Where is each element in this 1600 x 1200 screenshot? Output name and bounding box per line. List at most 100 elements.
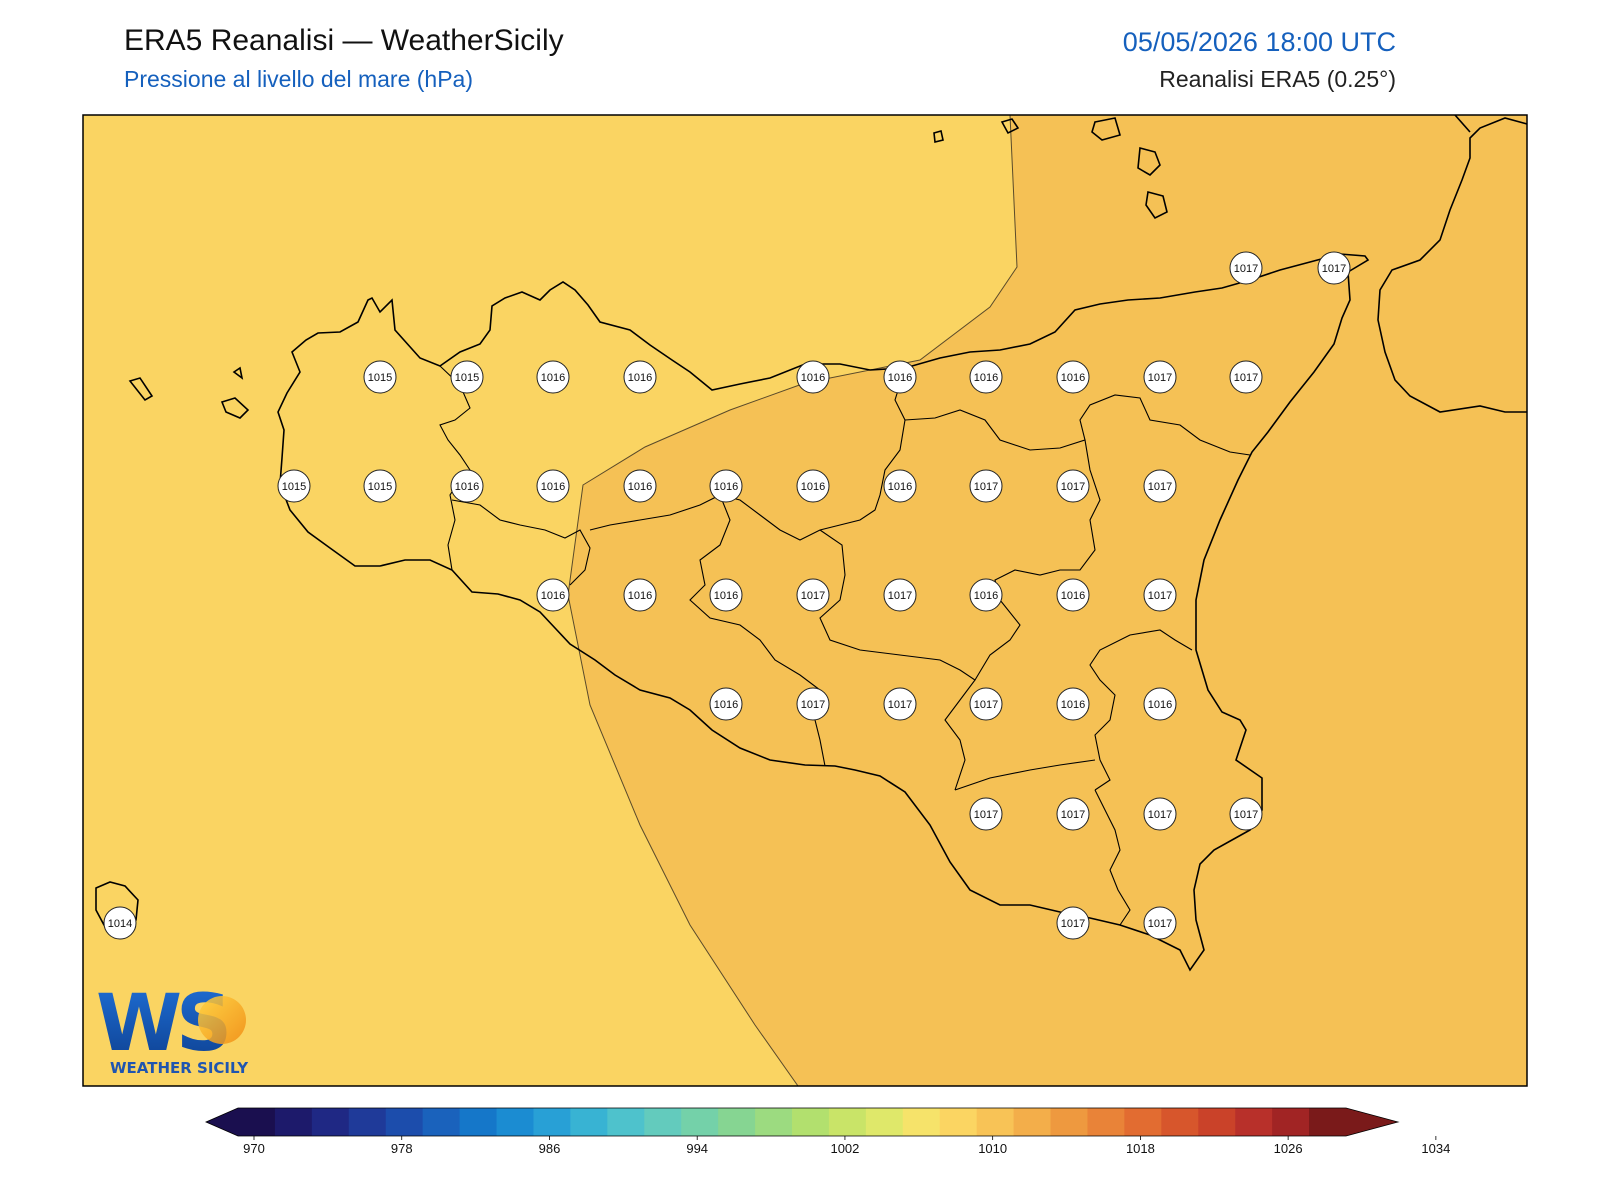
- station-circle: [969, 797, 1003, 831]
- station-circle: [796, 578, 830, 612]
- station-marker: 1016: [623, 578, 657, 612]
- station-circle: [969, 687, 1003, 721]
- station-marker: 1016: [623, 360, 657, 394]
- station-marker: 1016: [883, 469, 917, 503]
- station-value: 1017: [1148, 590, 1172, 602]
- station-value: 1016: [714, 481, 738, 493]
- station-marker: 1016: [796, 360, 830, 394]
- colorbar-segment: [311, 1108, 350, 1136]
- colorbar-segment: [681, 1108, 719, 1136]
- station-value: 1016: [1061, 590, 1085, 602]
- logo-name: WEATHER SICILY: [110, 1059, 249, 1077]
- station-marker: 1016: [796, 469, 830, 503]
- station-value: 1016: [1061, 699, 1085, 711]
- colorbar-outline: [205, 1107, 1400, 1137]
- colorbar-segment: [496, 1108, 535, 1136]
- vulcano-island: [1145, 190, 1168, 220]
- border-trapani-palermo: [439, 365, 471, 571]
- station-circle: [1056, 469, 1090, 503]
- colorbar-segment: [792, 1108, 830, 1136]
- station-value: 1017: [974, 809, 998, 821]
- station-circle: [796, 469, 830, 503]
- alicudi-island: [933, 129, 944, 143]
- station-value: 1016: [888, 372, 912, 384]
- station-marker: 1017: [883, 578, 917, 612]
- border-palermo-agrigento: [451, 499, 591, 586]
- border-palermo-caltanissetta: [589, 367, 906, 541]
- station-circle: [1229, 797, 1263, 831]
- station-marker: 1016: [1056, 687, 1090, 721]
- station-value: 1016: [974, 590, 998, 602]
- station-value: 1016: [714, 699, 738, 711]
- station-marker: 1017: [1143, 360, 1177, 394]
- station-marker: 1017: [1229, 251, 1263, 285]
- station-value: 1017: [974, 481, 998, 493]
- colorbar-segment: [1309, 1108, 1347, 1136]
- colorbar-segment: [570, 1108, 608, 1136]
- station-circle: [103, 906, 137, 940]
- station-marker: 1017: [1229, 797, 1263, 831]
- colorbar-segment: [1087, 1108, 1125, 1136]
- station-marker: 1017: [1143, 469, 1177, 503]
- station-marker: 1017: [796, 687, 830, 721]
- station-value: 1017: [1322, 263, 1346, 275]
- station-value: 1017: [1061, 918, 1085, 930]
- station-value: 1015: [455, 372, 479, 384]
- station-marker: 1015: [363, 360, 397, 394]
- station-circle: [536, 469, 570, 503]
- border-ragusa-catania: [954, 759, 1096, 791]
- station-marker: 1016: [536, 469, 570, 503]
- colorbar-segment: [1124, 1108, 1162, 1136]
- station-circle: [277, 469, 311, 503]
- colorbar-segment: [1235, 1108, 1273, 1136]
- station-marker: 1016: [1143, 687, 1177, 721]
- station-value: 1015: [282, 481, 306, 493]
- station-value: 1015: [368, 372, 392, 384]
- station-circle: [450, 469, 484, 503]
- colorbar-extend-low: [206, 1108, 238, 1136]
- station-marker: 1016: [969, 578, 1003, 612]
- colorbar-segment: [1198, 1108, 1236, 1136]
- station-value: 1016: [801, 481, 825, 493]
- colorbar-segment: [865, 1108, 904, 1136]
- station-marker: 1016: [536, 360, 570, 394]
- station-value: 1016: [628, 372, 652, 384]
- levanzo-island: [232, 366, 244, 380]
- colorbar-extend-high: [1346, 1108, 1398, 1136]
- station-marker: 1017: [1056, 906, 1090, 940]
- station-marker: 1016: [536, 578, 570, 612]
- station-circle: [1143, 578, 1177, 612]
- station-value: 1017: [801, 699, 825, 711]
- colorbar-tick-label: 1002: [830, 1141, 859, 1156]
- station-value: 1017: [1148, 481, 1172, 493]
- sicily-coastline: [277, 253, 1370, 972]
- station-marker: 1016: [1056, 578, 1090, 612]
- station-value: 1016: [455, 481, 479, 493]
- map-subtitle: Pressione al livello del mare (hPa): [124, 66, 473, 92]
- station-value: 1016: [714, 590, 738, 602]
- station-marker: 1017: [1143, 578, 1177, 612]
- station-circle: [969, 469, 1003, 503]
- station-value: 1017: [1148, 372, 1172, 384]
- colorbar-tick-label: 978: [391, 1141, 413, 1156]
- station-marker: 1017: [1056, 469, 1090, 503]
- station-circle: [883, 578, 917, 612]
- colorbar-segment: [238, 1108, 276, 1136]
- map-title: ERA5 Reanalisi — WeatherSicily: [124, 24, 564, 57]
- station-value: 1016: [1061, 372, 1085, 384]
- station-circle: [709, 687, 743, 721]
- station-circle: [536, 578, 570, 612]
- station-marker: 1016: [623, 469, 657, 503]
- station-circle: [969, 578, 1003, 612]
- station-circle: [883, 687, 917, 721]
- border-catania-siracusa: [1089, 629, 1193, 791]
- weather-sicily-logo: WS WEATHER SICILY: [96, 979, 249, 1077]
- station-value: 1017: [888, 590, 912, 602]
- map-frame: [82, 114, 1528, 1087]
- station-circle: [1143, 906, 1177, 940]
- station-value: 1016: [1148, 699, 1172, 711]
- colorbar-segment: [459, 1108, 498, 1136]
- station-circle: [623, 469, 657, 503]
- station-circle: [1056, 578, 1090, 612]
- station-circle: [450, 360, 484, 394]
